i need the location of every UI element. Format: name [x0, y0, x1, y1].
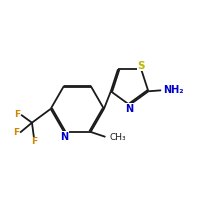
Text: F: F: [14, 110, 21, 119]
Text: S: S: [137, 61, 145, 71]
Text: F: F: [13, 128, 19, 137]
Text: CH₃: CH₃: [110, 133, 126, 142]
Text: N: N: [126, 104, 134, 114]
Text: NH₂: NH₂: [163, 85, 183, 95]
Text: N: N: [60, 132, 68, 142]
Text: F: F: [31, 137, 37, 146]
